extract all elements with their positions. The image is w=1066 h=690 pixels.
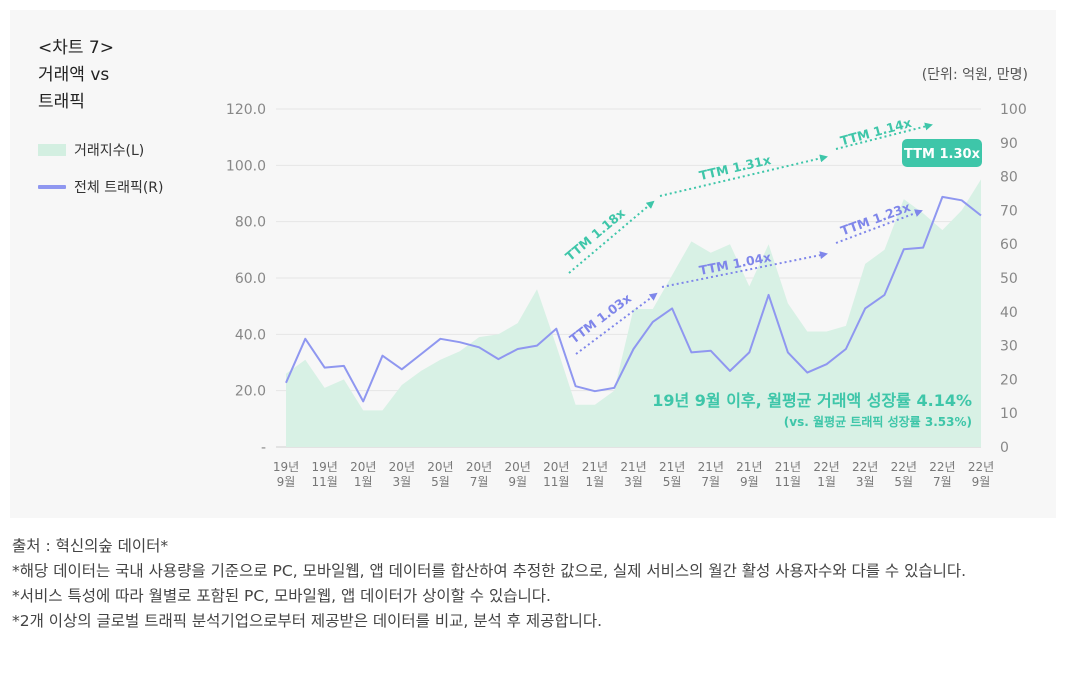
legend-line: 전체 트래픽(R) [38, 177, 164, 197]
chart-number: <차트 7> [38, 38, 114, 58]
legend-line-swatch [38, 185, 66, 189]
trend-label-green: TTM 1.14x [839, 115, 913, 148]
x-axis-tick-year: 22년 [891, 460, 917, 474]
x-axis-tick-year: 21년 [736, 460, 762, 474]
x-axis-tick-month: 11월 [543, 475, 569, 489]
right-axis-tick: 40 [1000, 305, 1018, 321]
x-axis-tick-month: 11월 [311, 475, 337, 489]
footnote-global: *2개 이상의 글로벌 트래픽 분석기업으로부터 제공받은 데이터를 비교, 분… [12, 612, 603, 630]
x-axis-tick-year: 20년 [505, 460, 531, 474]
trend-arrow-green [568, 200, 655, 274]
x-axis-tick-year: 20년 [389, 460, 415, 474]
x-axis-tick-year: 20년 [543, 460, 569, 474]
right-axis-tick: 0 [1000, 440, 1009, 456]
trend-arrow-blue [835, 209, 923, 244]
footnote-service: *서비스 특성에 따라 월별로 포함된 PC, 모바일웹, 앱 데이터가 상이할… [12, 587, 551, 605]
chart-title-line1: 거래액 vs [38, 65, 110, 85]
footnotes: 출처 : 혁신의숲 데이터* *해당 데이터는 국내 사용량을 기준으로 PC,… [12, 534, 1052, 634]
x-axis-tick-year: 21년 [582, 460, 608, 474]
unit-label: (단위: 억원, 만명) [921, 67, 1028, 83]
left-axis-tick: 120.0 [226, 102, 266, 118]
x-axis-tick-month: 9월 [740, 475, 759, 489]
right-axis-tick: 20 [1000, 372, 1018, 388]
left-axis-tick: 60.0 [235, 271, 266, 287]
x-axis-tick-year: 21년 [620, 460, 646, 474]
x-axis-tick-year: 19년 [311, 460, 337, 474]
right-axis-tick: 90 [1000, 136, 1018, 152]
x-axis-tick-month: 9월 [277, 475, 296, 489]
ttm-badge-label: TTM 1.30x [904, 147, 981, 162]
growth-subline: (vs. 월평균 트래픽 성장률 3.53%) [784, 414, 972, 429]
right-axis-tick: 10 [1000, 406, 1018, 422]
right-axis-tick: 50 [1000, 271, 1018, 287]
left-axis-tick: - [261, 440, 266, 456]
right-axis-tick: 100 [1000, 102, 1027, 118]
x-axis-tick-year: 21년 [698, 460, 724, 474]
x-axis-tick-month: 1월 [586, 475, 605, 489]
right-axis-tick: 80 [1000, 170, 1018, 186]
trend-arrow-green [835, 122, 933, 150]
x-axis-tick-year: 20년 [466, 460, 492, 474]
x-axis-tick-month: 7월 [470, 475, 489, 489]
area-series-traffic-index [286, 179, 981, 447]
x-axis-tick-year: 21년 [775, 460, 801, 474]
line-series-total-traffic [285, 195, 982, 403]
growth-headline: 19년 9월 이후, 월평균 거래액 성장률 4.14% [652, 391, 972, 410]
x-axis-tick-month: 3월 [856, 475, 875, 489]
x-axis-tick-month: 5월 [431, 475, 450, 489]
legend-area-swatch [38, 144, 66, 156]
x-axis-tick-month: 3월 [624, 475, 643, 489]
trend-arrow-blue [575, 292, 658, 355]
trend-arrow-green [659, 154, 828, 197]
x-axis-tick-year: 20년 [350, 460, 376, 474]
left-axis-tick: 80.0 [235, 215, 266, 231]
left-axis-tick: 20.0 [235, 384, 266, 400]
x-axis-tick-year: 20년 [427, 460, 453, 474]
x-axis-tick-year: 21년 [659, 460, 685, 474]
x-axis-tick-year: 22년 [929, 460, 955, 474]
x-axis-tick-month: 5월 [663, 475, 682, 489]
x-axis-tick-month: 11월 [775, 475, 801, 489]
left-axis-tick: 40.0 [235, 327, 266, 343]
trend-label-green: TTM 1.18x [562, 205, 628, 263]
source-note: 출처 : 혁신의숲 데이터* [12, 537, 169, 555]
chart-plot: - 20.0 40.0 60.0 80.0 100.0 120.0 0 10 20 30 40 50 60… [226, 102, 1027, 489]
x-axis-tick-year: 22년 [813, 460, 839, 474]
x-axis-tick-month: 9월 [508, 475, 527, 489]
x-axis-tick-year: 22년 [852, 460, 878, 474]
x-axis-tick-month: 7월 [933, 475, 952, 489]
legend-area-label: 거래지수(L) [74, 143, 145, 159]
x-axis-tick-month: 9월 [972, 475, 991, 489]
x-axis-tick-month: 1월 [354, 475, 373, 489]
ttm-badge: TTM 1.30x [902, 139, 982, 167]
left-axis-tick: 100.0 [226, 158, 266, 174]
x-axis-tick-month: 5월 [894, 475, 913, 489]
right-axis-tick: 70 [1000, 203, 1018, 219]
footnote-estimate: *해당 데이터는 국내 사용량을 기준으로 PC, 모바일웹, 앱 데이터를 합… [12, 562, 967, 580]
trend-label-blue: TTM 1.03x [567, 290, 634, 346]
x-axis-tick-month: 1월 [817, 475, 836, 489]
trend-label-green: TTM 1.31x [698, 152, 773, 183]
x-axis-tick-month: 7월 [701, 475, 720, 489]
right-axis-tick: 30 [1000, 339, 1018, 355]
x-axis-tick-year: 22년 [968, 460, 994, 474]
right-axis-tick: 60 [1000, 237, 1018, 253]
x-axis-tick-year: 19년 [273, 460, 299, 474]
chart-title-line2: 트래픽 [38, 92, 85, 112]
legend-area: 거래지수(L) [38, 140, 144, 160]
legend-line-label: 전체 트래픽(R) [74, 180, 164, 196]
x-axis-tick-month: 3월 [392, 475, 411, 489]
